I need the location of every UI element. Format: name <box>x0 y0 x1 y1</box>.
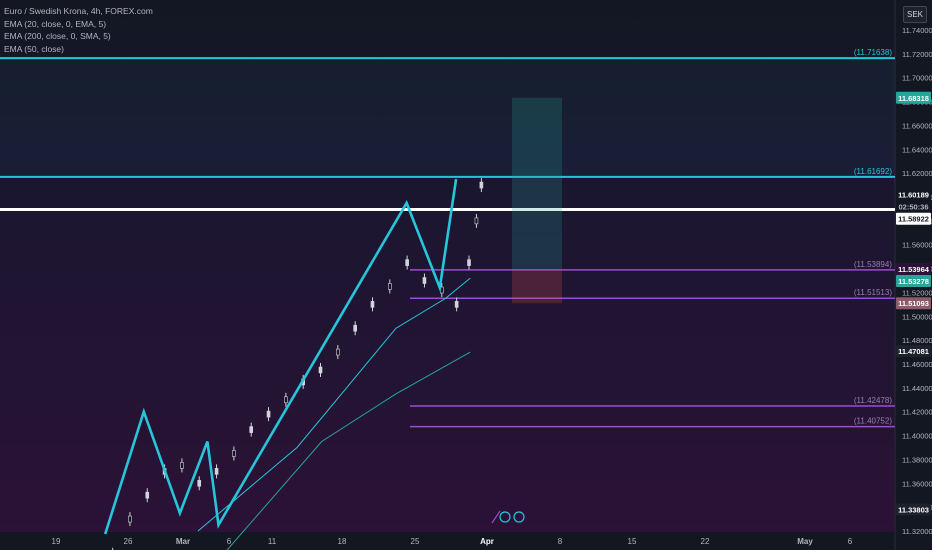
level-label: (11.42478) <box>854 396 892 405</box>
time-tick-label: 6 <box>227 537 232 546</box>
candle-body <box>370 301 375 308</box>
ma-slow-line <box>226 351 471 550</box>
event-icon[interactable] <box>499 511 511 523</box>
zigzag-pattern[interactable] <box>103 178 458 535</box>
price-tick-label: 11.62000 <box>902 169 932 178</box>
price-badge-text: 11.60189 <box>898 191 929 200</box>
price-tick-label: 11.64000 <box>902 145 932 154</box>
time-tick-label: 6 <box>848 537 853 546</box>
level-label: (11.40752) <box>854 417 892 426</box>
candle-body <box>284 396 288 404</box>
price-badge-text: 11.33803 <box>898 505 929 514</box>
price-tick-label: 11.46000 <box>902 360 932 369</box>
indicator-ema-20[interactable]: EMA (20, close, 0, EMA, 5) <box>4 18 107 29</box>
candle-body <box>405 259 409 266</box>
candle-body <box>479 181 484 189</box>
arrow-drawing[interactable] <box>491 510 501 524</box>
time-tick-label: 26 <box>124 537 133 546</box>
candle-body <box>388 283 392 290</box>
indicator-ema-200[interactable]: EMA (200, close, 0, SMA, 5) <box>4 31 111 41</box>
price-badge-text: 11.53964 <box>898 265 930 274</box>
candle-body <box>467 259 471 266</box>
chart-legend: Euro / Swedish Krona, 4h, FOREX.com EMA … <box>4 5 153 55</box>
time-tick-label: May <box>797 537 813 546</box>
price-badge-bg <box>896 275 931 288</box>
price-badge-bg <box>896 212 931 225</box>
price-tick-label: 11.56000 <box>902 241 932 250</box>
price-badge-text: 11.58922 <box>898 215 929 224</box>
price-badge-text: 11.47081 <box>898 347 929 356</box>
candle-body <box>197 479 202 487</box>
horizontal-levels: (11.71638) (11.61692) (11.53894) (11.51513)… <box>0 48 895 428</box>
time-tick-label: 15 <box>628 537 637 546</box>
symbol-title: Euro / Swedish Krona, 4h, FOREX.com <box>4 6 153 16</box>
stop-zone <box>512 269 562 304</box>
indicator-ema-50[interactable]: EMA (50, close) <box>4 43 64 54</box>
level-label: (11.71638) <box>854 48 892 57</box>
time-axis-ticks: 19 26 Mar 6 11 18 25 Apr 8 15 22 May 6 <box>52 537 853 546</box>
price-tick-label: 11.36000 <box>902 479 932 488</box>
time-axis-background <box>0 532 895 550</box>
candle-body <box>454 301 459 308</box>
currency-button[interactable]: SEK <box>903 6 927 23</box>
price-tick-label: 11.44000 <box>902 384 932 393</box>
level-label: (11.51513) <box>854 288 892 297</box>
ma-fast-line <box>197 277 471 532</box>
time-tick-label: 25 <box>411 537 420 546</box>
target-zone <box>512 97 562 270</box>
level-label: (11.61692) <box>854 167 892 176</box>
level-label: (11.53894) <box>854 260 892 269</box>
price-badge-text: 11.53278 <box>898 277 929 286</box>
price-tick-label: 11.66000 <box>902 121 932 130</box>
price-badge-bg <box>896 188 931 201</box>
candle-body <box>474 217 479 225</box>
price-badge-text: 02:50:36 <box>898 203 928 212</box>
candle-body <box>266 410 271 418</box>
price-badge-text: 11.51093 <box>898 299 929 308</box>
candle-body <box>180 462 184 469</box>
time-tick-label: Apr <box>480 537 494 546</box>
candle-body <box>353 324 357 332</box>
price-tick-label: 11.52000 <box>902 288 932 297</box>
candle-body <box>318 366 323 374</box>
price-tick-label: 11.70000 <box>902 74 932 83</box>
cyan-zone <box>0 58 895 177</box>
price-tick-label: 11.40000 <box>902 432 932 441</box>
chart-background <box>0 0 895 532</box>
trade-position-box[interactable] <box>512 97 562 304</box>
price-tick-label: 11.48000 <box>902 336 932 345</box>
zigzag-line <box>103 178 458 535</box>
candle-body <box>249 426 254 433</box>
candle-body <box>128 515 132 523</box>
price-badge-bg <box>896 297 931 310</box>
price-tick-label: 11.50000 <box>902 312 932 321</box>
event-icon[interactable] <box>513 511 525 523</box>
candle-body <box>422 277 427 284</box>
price-tick-label: 11.42000 <box>902 408 932 417</box>
price-badge-bg <box>896 200 931 213</box>
price-tick-label: 11.72000 <box>902 50 932 59</box>
price-badge-text: 11.68318 <box>898 94 929 103</box>
candle-body <box>232 450 236 457</box>
price-badge-bg <box>896 263 931 276</box>
price-tick-label: 11.38000 <box>902 455 932 464</box>
time-tick-label: 11 <box>268 537 277 546</box>
price-badge-bg <box>896 345 931 358</box>
candle-body <box>336 348 340 356</box>
price-badge-bg <box>896 503 931 516</box>
price-tick-label: 11.32000 <box>902 527 932 536</box>
price-badge-bg <box>896 91 931 104</box>
candle-body <box>145 491 150 499</box>
time-tick-label: 8 <box>558 537 563 546</box>
time-tick-label: 22 <box>701 537 710 546</box>
event-icons[interactable] <box>491 510 525 524</box>
price-badges: 11.68318 11.60189 02:50:36 11.58922 11.53964… <box>896 91 931 516</box>
time-tick-label: 18 <box>338 537 347 546</box>
time-tick-label: 19 <box>52 537 61 546</box>
candle-body <box>214 468 219 475</box>
time-tick-label: Mar <box>176 537 190 546</box>
moving-averages <box>197 277 471 550</box>
price-tick-label: 11.74000 <box>902 26 932 35</box>
